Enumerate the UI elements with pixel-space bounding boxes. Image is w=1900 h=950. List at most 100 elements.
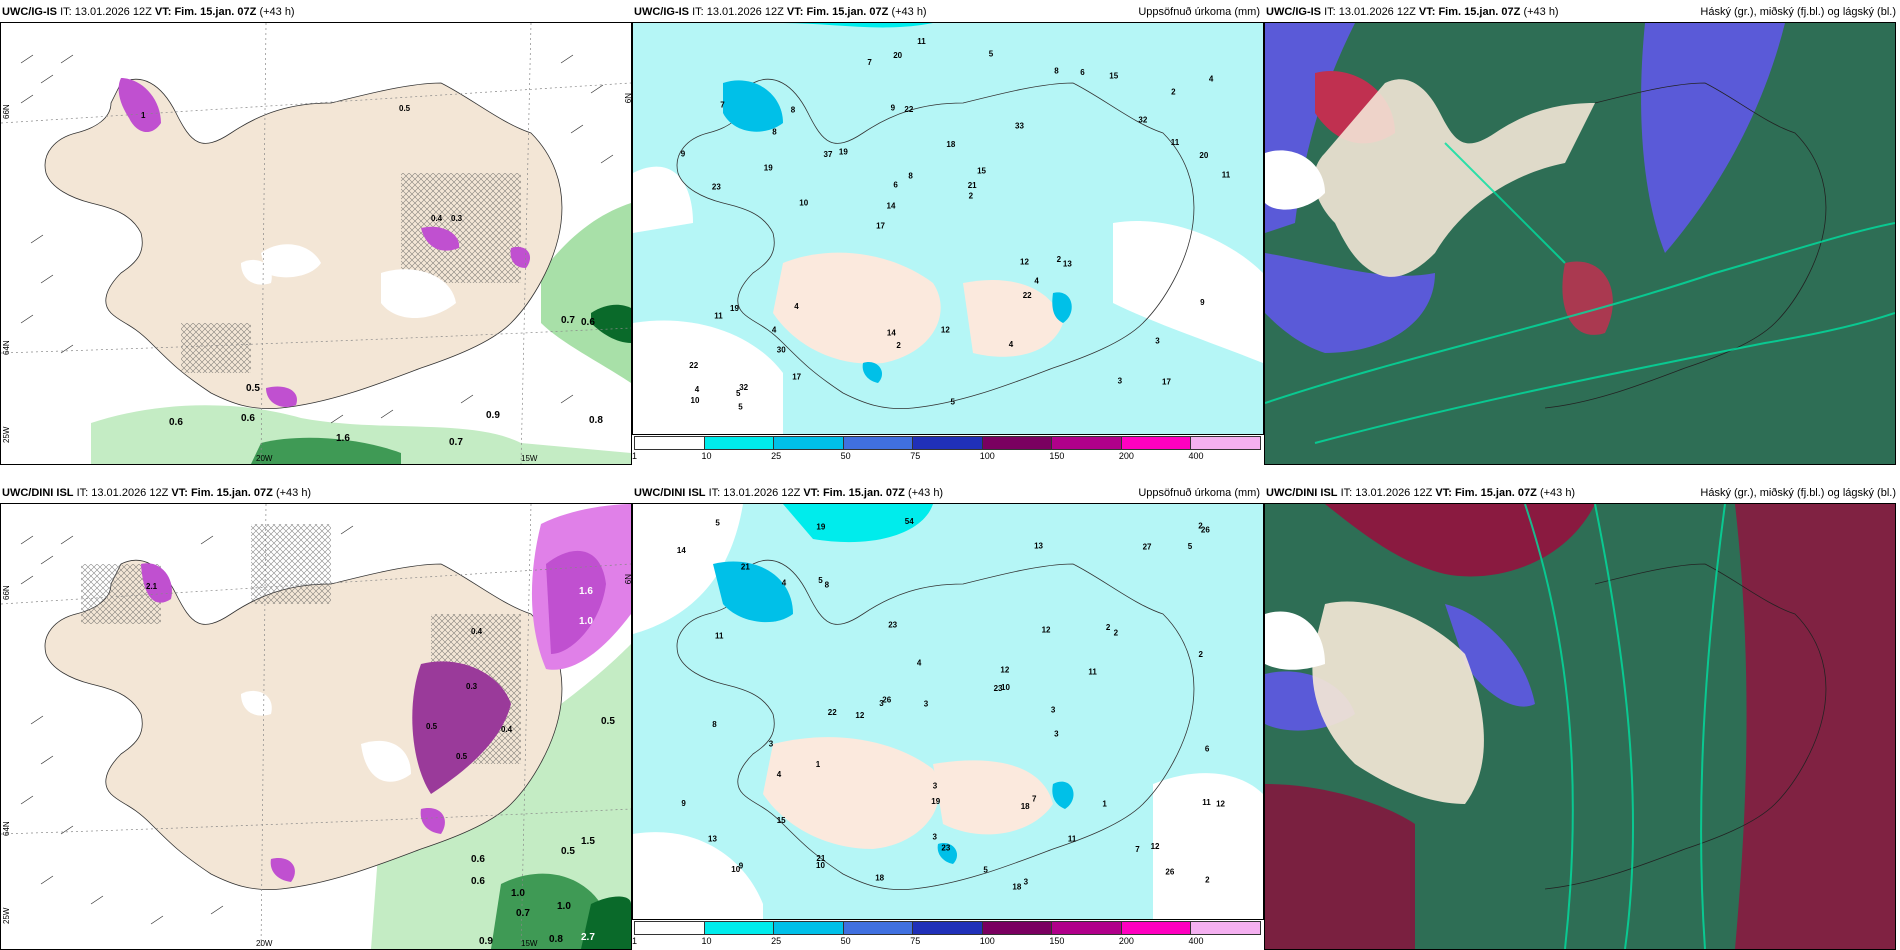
low-cloud bbox=[1325, 504, 1595, 577]
precip-value: 18 bbox=[946, 140, 955, 149]
lon-line-20w bbox=[260, 23, 267, 464]
lead-time: (+43 h) bbox=[1539, 487, 1576, 499]
precip-value: 0.5 bbox=[601, 716, 615, 727]
panel-ig-is-precip-type: UWC/IG-IS IT: 13.01.2026 12Z VT: Fim. 15… bbox=[0, 0, 632, 465]
colorbar-tick: 150 bbox=[1049, 451, 1065, 461]
vt-label: VT: bbox=[1418, 6, 1436, 18]
precip-value: 7 bbox=[720, 101, 725, 110]
low-cloud bbox=[1735, 504, 1895, 949]
purple-precip bbox=[421, 226, 460, 251]
precip-value: 3 bbox=[1054, 730, 1059, 739]
colorbar-tick: 1 bbox=[632, 451, 638, 461]
vt-value: Fim. 15.jan. 07Z bbox=[1454, 487, 1537, 499]
it-label: IT: bbox=[1340, 487, 1353, 499]
lat-line-66n bbox=[1, 563, 631, 605]
panel-title: Háský (gr.), miðský (fj.bl.) og lágský (… bbox=[1700, 6, 1896, 18]
side-label: 25W bbox=[2, 907, 11, 924]
colorbar: 1 10 25 50 75 100 150 200 400 bbox=[632, 436, 1262, 461]
glacier bbox=[241, 259, 272, 285]
vt-label: VT: bbox=[154, 6, 172, 18]
precip-value: 0.7 bbox=[449, 437, 463, 448]
colorbar-tick: 10 bbox=[701, 936, 712, 946]
colorbar-tick: 100 bbox=[979, 936, 995, 946]
it-value: 13.01.2026 12Z bbox=[723, 487, 801, 499]
precip-value: 0.4 bbox=[431, 214, 443, 223]
map-svg bbox=[1265, 504, 1895, 949]
precip-value: 19 bbox=[764, 164, 773, 173]
precip-value: 17 bbox=[792, 372, 801, 381]
precip-value: 0.5 bbox=[561, 846, 575, 857]
precip-value: 19 bbox=[839, 147, 848, 156]
model-name: UWC/DINI ISL bbox=[634, 487, 706, 499]
precip-value: 12 bbox=[1020, 257, 1029, 266]
colorbar-swatch bbox=[773, 436, 844, 450]
precip-value: 11 bbox=[715, 632, 724, 641]
precip-value: 3 bbox=[1051, 705, 1056, 714]
precip-value: 32 bbox=[739, 383, 748, 392]
iceland-outline bbox=[676, 78, 1195, 410]
precip-value: 4 bbox=[695, 385, 700, 394]
heavy-precip bbox=[783, 504, 933, 543]
iceland-land bbox=[44, 78, 563, 410]
precip-value: 23 bbox=[941, 844, 950, 853]
vt-label: VT: bbox=[171, 487, 188, 499]
model-name: UWC/DINI ISL bbox=[1266, 487, 1338, 499]
precip-value: 54 bbox=[905, 517, 914, 526]
vt-value: Fim. 15.jan. 07Z bbox=[822, 487, 905, 499]
purple-precip bbox=[510, 246, 531, 268]
colorbar-tick: 1 bbox=[632, 936, 638, 946]
glacier bbox=[361, 740, 411, 782]
glacier bbox=[381, 269, 456, 318]
precip-value: 23 bbox=[994, 684, 1003, 693]
precip-value: 10 bbox=[1001, 683, 1010, 692]
precip-value: 0.5 bbox=[456, 752, 468, 761]
no-precip bbox=[633, 832, 763, 919]
precip-value: 13 bbox=[708, 835, 717, 844]
vt-value: Fim. 15.jan. 07Z bbox=[1438, 6, 1521, 18]
low-cloud bbox=[1265, 784, 1415, 949]
colorbar-tick: 25 bbox=[771, 936, 782, 946]
purple-precip bbox=[270, 858, 295, 882]
colorbar: 1 10 25 50 75 100 150 200 400 bbox=[632, 921, 1262, 946]
precip-value: 19 bbox=[730, 304, 739, 313]
precip-value: 14 bbox=[887, 329, 896, 338]
precip-value: 19 bbox=[931, 797, 940, 806]
hatch-area bbox=[251, 524, 331, 604]
precip-value: 20 bbox=[893, 51, 902, 60]
precip-value: 5 bbox=[715, 519, 720, 528]
wind-barbs bbox=[20, 525, 354, 925]
precip-value: 23 bbox=[888, 620, 897, 629]
precip-value: 2.1 bbox=[146, 582, 158, 591]
precip-value: 17 bbox=[1162, 377, 1171, 386]
precip-value: 12 bbox=[941, 326, 950, 335]
hatch-area bbox=[181, 323, 251, 373]
side-label: 25W bbox=[2, 426, 11, 443]
precip-value: 3 bbox=[1155, 337, 1160, 346]
dry-land bbox=[963, 279, 1063, 357]
colorbar-tick: 25 bbox=[771, 451, 782, 461]
map-svg: 0.5 0.6 0.6 0.9 0.8 0.7 0.7 0.6 1.6 0.5 … bbox=[1, 23, 631, 464]
purple-precip bbox=[412, 661, 511, 794]
precip-value: 27 bbox=[1143, 542, 1152, 551]
precip-value: 26 bbox=[1201, 526, 1210, 535]
colorbar-swatch bbox=[842, 921, 914, 935]
precip-value: 12 bbox=[855, 711, 864, 720]
purple-precip bbox=[266, 386, 297, 408]
coastline bbox=[1544, 82, 1827, 409]
map-area bbox=[1264, 503, 1896, 950]
map-area: 18 18 21 11 19 21 22 26 54 23 27 23 26 19 13 23 11 10 12 14… bbox=[632, 503, 1264, 920]
precip-value: 4 bbox=[917, 658, 922, 667]
precip-value: 7 bbox=[867, 58, 872, 67]
precip-value: 1 bbox=[816, 760, 821, 769]
colorbar-swatch bbox=[1120, 436, 1192, 450]
precip-value: 2 bbox=[1199, 650, 1204, 659]
model-name: UWC/DINI ISL bbox=[2, 487, 74, 499]
precip-value: 22 bbox=[689, 361, 698, 370]
colorbar-swatch bbox=[981, 921, 1053, 935]
precip-value: 2 bbox=[1106, 623, 1111, 632]
dry-land bbox=[773, 252, 941, 364]
vt-value: Fim. 15.jan. 07Z bbox=[190, 487, 273, 499]
panel-header: UWC/IG-IS IT: 13.01.2026 12Z VT: Fim. 15… bbox=[0, 0, 632, 26]
clear-land bbox=[1312, 601, 1484, 804]
colorbar-tick: 400 bbox=[1188, 936, 1204, 946]
